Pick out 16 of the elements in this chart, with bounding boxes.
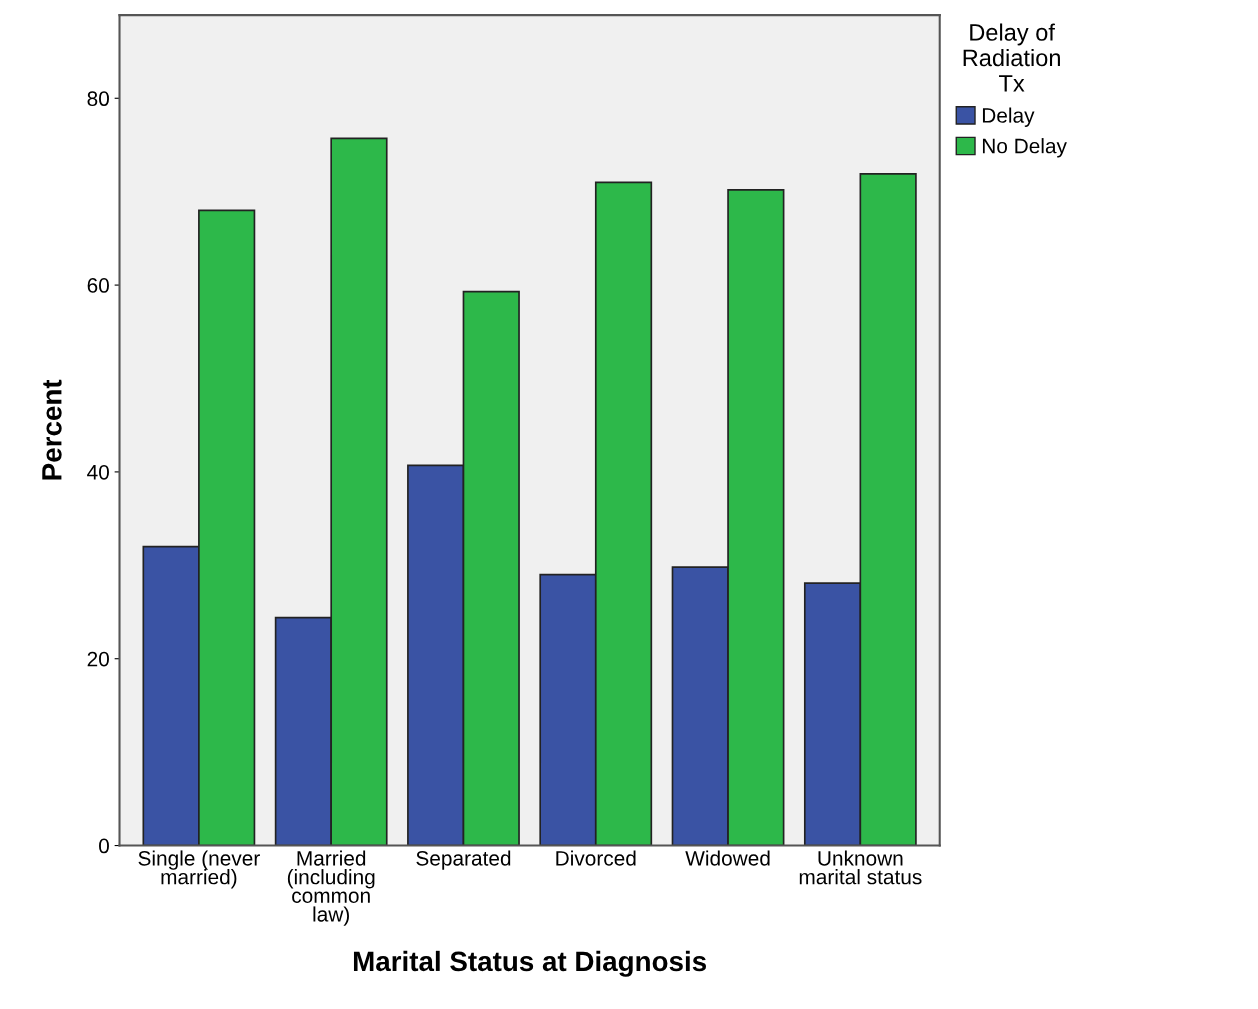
y-tick-label: 80 xyxy=(87,91,109,107)
legend-label: Delay xyxy=(982,107,1035,127)
x-tick-label: Single (never married) xyxy=(138,850,260,889)
x-tick-label: Separated xyxy=(416,850,511,870)
legend-title: Delay of Radiation Tx xyxy=(963,23,1060,92)
x-tick-label: Unknown marital status xyxy=(799,850,922,885)
x-axis-title: Marital Status at Diagnosis xyxy=(353,950,706,977)
x-tick-label: Married (including common law) xyxy=(287,850,375,926)
y-tick-label: 60 xyxy=(87,278,109,293)
x-tick-label: Widowed xyxy=(685,850,770,866)
x-tick-label: Divorced xyxy=(556,850,636,866)
y-tick-label: 0 xyxy=(99,838,109,854)
y-tick-label: 40 xyxy=(87,464,109,480)
legend-label: No Delay xyxy=(982,138,1067,158)
y-tick-label: 20 xyxy=(87,651,109,667)
y-axis-title: Percent xyxy=(42,379,62,480)
